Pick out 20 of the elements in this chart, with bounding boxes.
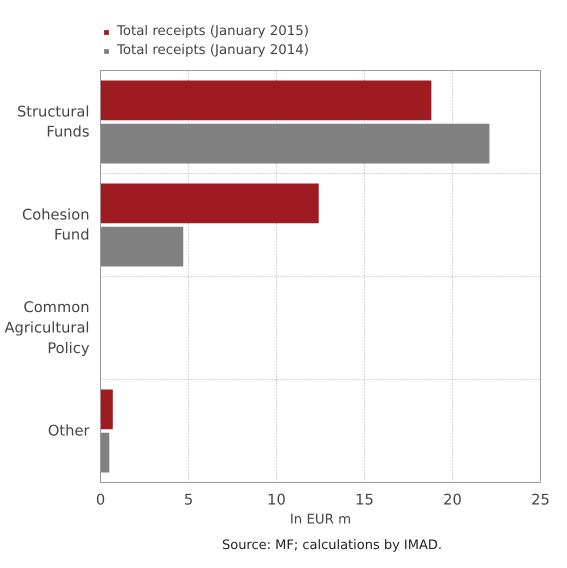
y-tick-label: Structural Funds — [16, 103, 90, 141]
x-tick-label: 10 — [267, 492, 286, 508]
bar — [100, 389, 113, 430]
x-tick-label: 25 — [531, 492, 550, 508]
bar — [100, 432, 110, 473]
bar — [100, 124, 490, 164]
x-tick-label: 0 — [96, 492, 106, 508]
bar — [100, 226, 184, 267]
y-tick-label: Common Agricultural Policy — [4, 299, 90, 357]
y-tick-label: Cohesion Fund — [22, 206, 90, 244]
bar — [100, 183, 319, 224]
x-tick-label: 5 — [184, 492, 194, 508]
y-tick-label: Other — [48, 422, 90, 440]
x-tick-label: 15 — [355, 492, 374, 508]
bar — [100, 80, 432, 120]
x-axis-title: In EUR m — [290, 512, 352, 528]
legend-label: Total receipts (January 2014) — [117, 43, 309, 58]
x-tick-label: 20 — [443, 492, 462, 508]
legend-label: Total receipts (January 2015) — [117, 24, 309, 39]
source-note: Source: MF; calculations by IMAD. — [222, 537, 442, 555]
